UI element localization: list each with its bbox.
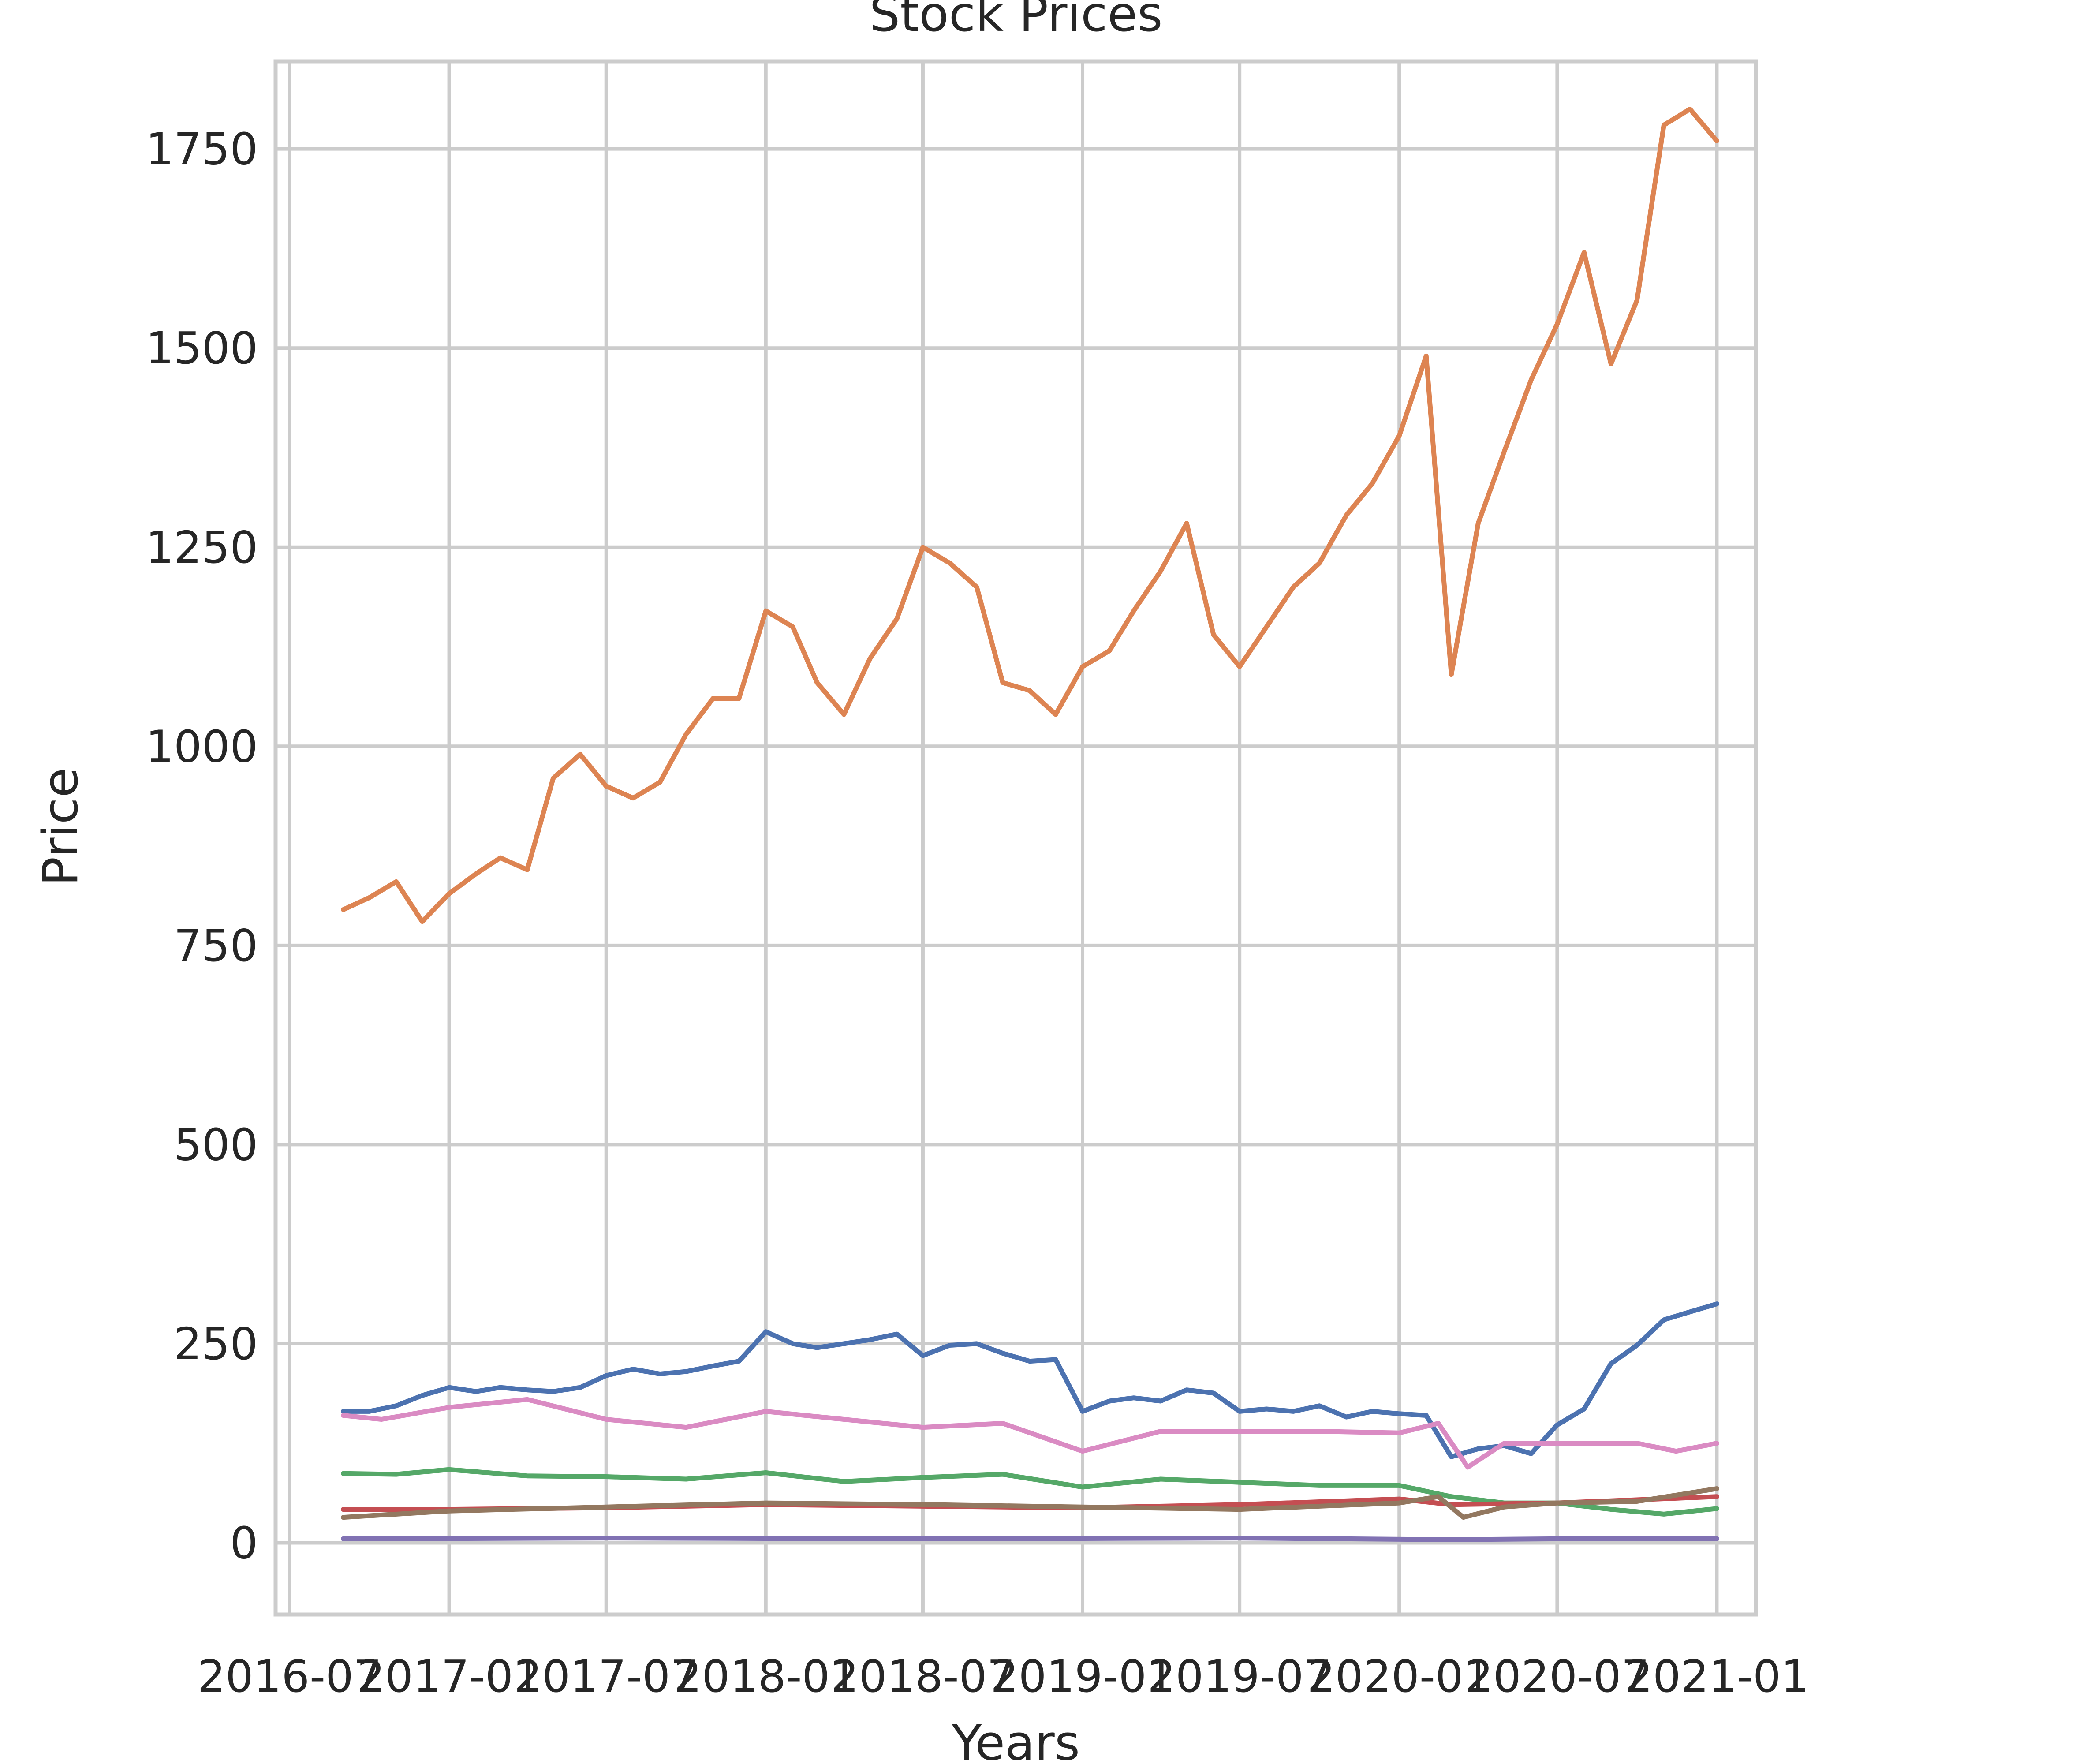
x-tick-label: 2018-07: [831, 1651, 1015, 1702]
y-tick-label: 1750: [146, 123, 258, 175]
x-tick-label: 2018-01: [674, 1651, 858, 1702]
series-line-2: [341, 106, 1719, 924]
y-tick-label: 1250: [146, 522, 258, 573]
y-axis-label: Price: [32, 768, 89, 886]
y-tick-label: 750: [174, 920, 258, 972]
y-tick-label: 500: [174, 1119, 258, 1170]
x-tick-label: 2020-01: [1307, 1651, 1491, 1702]
series-line-6: [341, 1486, 1719, 1520]
x-tick-label: 2016-07: [198, 1651, 382, 1702]
y-tick-label: 1000: [146, 721, 258, 772]
series-line-1: [341, 1301, 1719, 1459]
x-tick-label: 2020-07: [1465, 1651, 1649, 1702]
y-tick-label: 250: [174, 1318, 258, 1370]
x-axis-label: Years: [952, 1715, 1080, 1764]
grid: [276, 61, 1756, 1615]
chart-title: Stock Prices: [869, 0, 1162, 42]
y-tick-label: 0: [230, 1517, 258, 1569]
y-tick-label: 1500: [146, 322, 258, 374]
plot-frame: [273, 59, 1758, 1617]
x-tick-label: 2017-07: [514, 1651, 698, 1702]
x-tick-label: 2017-01: [357, 1651, 541, 1702]
series-line-7: [341, 1397, 1719, 1470]
series-lines: [341, 106, 1719, 1542]
x-tick-label: 2019-07: [1147, 1651, 1332, 1702]
series-line-5: [341, 1536, 1719, 1542]
tick-labels: 2016-072017-012017-072018-012018-072019-…: [146, 123, 1809, 1702]
x-tick-label: 2021-01: [1625, 1651, 1809, 1702]
x-tick-label: 2019-01: [990, 1651, 1175, 1702]
